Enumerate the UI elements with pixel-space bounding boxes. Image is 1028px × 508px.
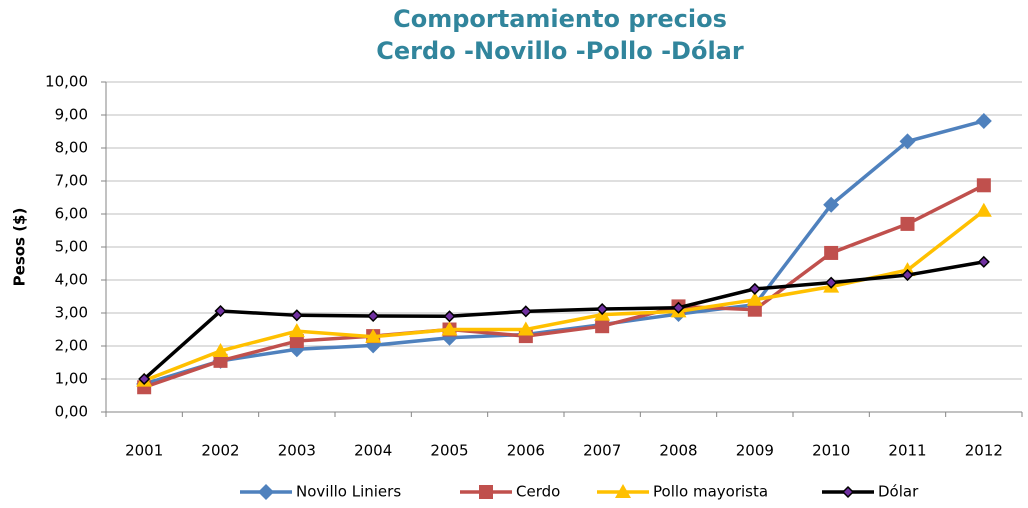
marker — [596, 302, 609, 316]
marker — [841, 485, 855, 499]
y-tick-label: 4,00 — [55, 271, 88, 289]
series-line — [143, 260, 985, 381]
marker — [900, 216, 915, 231]
marker — [595, 319, 610, 334]
series-line — [143, 209, 985, 383]
y-tick-label: 2,00 — [55, 337, 88, 355]
marker — [213, 353, 228, 368]
x-tick-label: 2003 — [278, 442, 316, 460]
marker — [975, 202, 992, 217]
legend-label: Pollo mayorista — [653, 483, 768, 501]
x-tick-label: 2002 — [201, 442, 239, 460]
marker — [367, 309, 380, 323]
y-tick-label: 8,00 — [55, 139, 88, 157]
marker — [517, 321, 534, 336]
marker — [824, 245, 839, 260]
marker — [615, 484, 631, 498]
marker — [441, 321, 458, 336]
marker — [825, 276, 838, 289]
y-tick-label: 9,00 — [55, 106, 88, 124]
x-tick-label: 2012 — [965, 442, 1003, 460]
marker — [977, 255, 990, 268]
marker — [258, 484, 274, 500]
marker — [899, 133, 916, 150]
x-tick-label: 2006 — [507, 442, 545, 460]
y-tick-label: 6,00 — [55, 205, 88, 223]
x-tick-label: 2005 — [430, 442, 468, 460]
y-axis-label: Pesos ($) — [11, 208, 29, 287]
marker — [747, 302, 762, 317]
legend-label: Dólar — [878, 483, 919, 501]
y-tick-label: 7,00 — [55, 172, 88, 190]
y-tick-label: 10,00 — [45, 73, 88, 91]
y-tick-label: 3,00 — [55, 304, 88, 322]
marker — [290, 309, 303, 322]
y-tick-label: 1,00 — [55, 370, 88, 388]
marker — [901, 268, 914, 282]
marker — [746, 291, 763, 306]
marker — [976, 178, 991, 193]
marker — [748, 282, 761, 295]
marker — [479, 485, 493, 499]
legend-label: Cerdo — [516, 483, 560, 501]
marker — [289, 334, 304, 349]
series-line — [143, 183, 985, 389]
marker — [519, 305, 532, 318]
marker — [443, 310, 456, 323]
chart-title: Comportamiento precios — [393, 5, 727, 33]
y-tick-label: 5,00 — [55, 238, 88, 256]
marker — [214, 304, 227, 318]
marker — [365, 328, 382, 343]
x-tick-label: 2004 — [354, 442, 392, 460]
chart-title: Cerdo -Novillo -Pollo -Dólar — [376, 37, 744, 65]
x-tick-label: 2010 — [812, 442, 850, 460]
marker — [975, 112, 992, 129]
series-line — [143, 119, 985, 386]
x-tick-label: 2009 — [736, 442, 774, 460]
marker — [212, 342, 229, 357]
x-tick-label: 2011 — [888, 442, 926, 460]
marker — [823, 196, 840, 213]
x-tick-label: 2008 — [659, 442, 697, 460]
legend-label: Novillo Liniers — [296, 483, 401, 501]
marker — [138, 372, 151, 386]
x-tick-label: 2007 — [583, 442, 621, 460]
marker — [288, 323, 305, 338]
y-tick-label: 0,00 — [55, 403, 88, 421]
marker — [672, 301, 685, 314]
x-tick-label: 2001 — [125, 442, 163, 460]
